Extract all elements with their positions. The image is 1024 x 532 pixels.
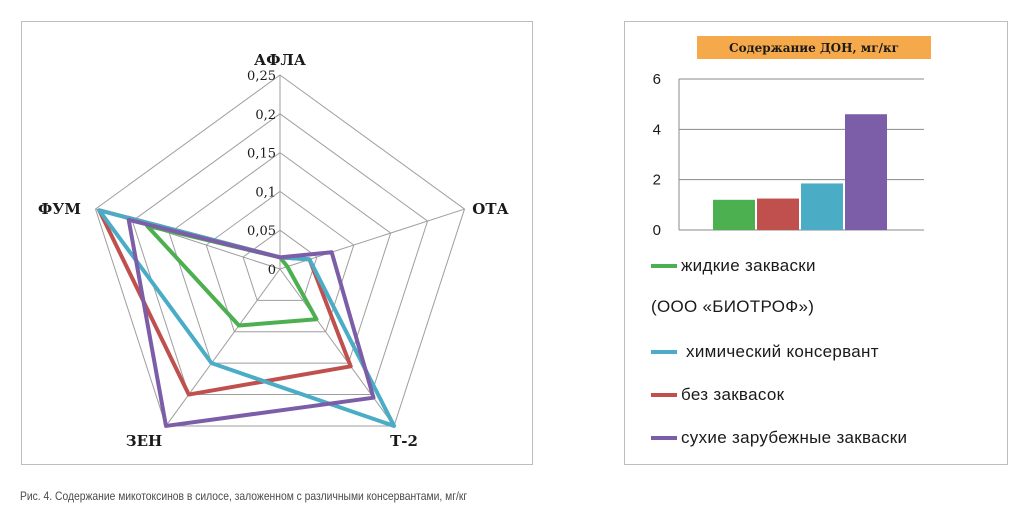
bar-chart-panel: 0 2 4 6 Содержание ДОН, мг/кг жидкие заквас… <box>624 21 1008 465</box>
radar-grid-ring <box>131 113 429 396</box>
radar-axis-label: ЗЕН <box>126 432 162 450</box>
legend-swatch <box>651 264 677 268</box>
legend-item: жидкие закваски <box>651 256 816 276</box>
legend-item: без заквасок <box>651 385 784 405</box>
radar-tick-label: 0,2 <box>255 108 276 123</box>
radar-axis-label: ФУМ <box>38 200 81 218</box>
legend-label: химический консервант <box>681 342 879 361</box>
bar-chart: 0 2 4 6 <box>653 71 924 239</box>
legend-label: без заквасок <box>681 385 785 404</box>
radar-grid-ring <box>168 151 392 364</box>
bar-y-tick-label: 6 <box>653 71 661 88</box>
figure-caption: Рис. 4. Содержание микотоксинов в силосе… <box>20 489 468 503</box>
bar-y-tick-label: 0 <box>653 222 661 239</box>
bar-y-tick-label: 4 <box>653 121 661 138</box>
bar-y-tick-label: 2 <box>653 172 661 189</box>
bar-1 <box>757 198 799 230</box>
legend-item: сухие зарубежные закваски <box>651 428 907 448</box>
legend-label: жидкие закваски <box>681 256 816 275</box>
radar-spoke <box>279 268 395 427</box>
bar-2 <box>801 183 843 230</box>
radar-grid-ring <box>94 74 466 427</box>
radar-grid-ring <box>205 190 355 333</box>
legend-item: химический консервант <box>651 342 879 362</box>
legend-label: (ООО «БИОТРОФ») <box>651 297 815 316</box>
radar-spoke <box>165 268 281 427</box>
radar-tick-label: 0,25 <box>247 69 276 84</box>
bar-3 <box>845 114 887 230</box>
radar-axis-label: АФЛА <box>254 51 307 69</box>
radar-tick-label: 0 <box>268 263 276 278</box>
radar-series-3 <box>126 217 376 428</box>
radar-tick-label: 0,05 <box>247 224 276 239</box>
legend-label: сухие зарубежные закваски <box>681 428 908 447</box>
legend-swatch <box>651 350 677 354</box>
bar-0 <box>713 199 755 230</box>
radar-tick-label: 0,1 <box>255 185 276 200</box>
radar-tick-label: 0,15 <box>247 147 276 162</box>
legend-swatch <box>651 436 677 440</box>
bar-chart-title: Содержание ДОН, мг/кг <box>697 36 931 59</box>
radar-chart-panel: 0 0,05 0,1 0,15 0,2 0,25 АФЛА ОТА Т-2 ЗЕН ФУМ <box>21 21 533 465</box>
legend-swatch <box>651 393 677 397</box>
radar-axis-label: Т-2 <box>390 432 418 450</box>
radar-axis-label: ОТА <box>472 200 509 218</box>
